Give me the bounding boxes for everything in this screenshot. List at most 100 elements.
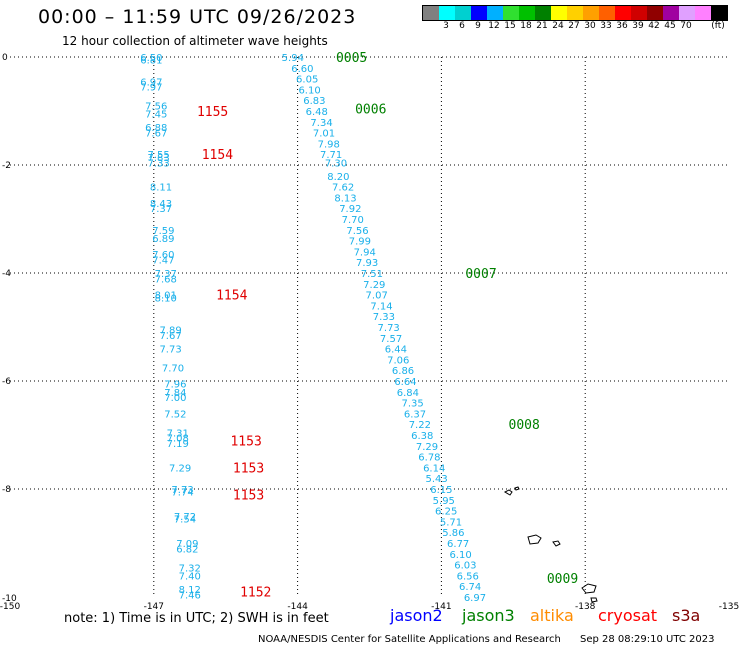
swh-value: 7.56: [346, 226, 368, 237]
swh-value: 6.74: [459, 582, 481, 593]
swh-value: 8.01: [155, 291, 177, 302]
colorbar-swatch: [647, 6, 663, 20]
swh-value: 6.44: [385, 345, 407, 356]
colorbar-swatch: [679, 6, 695, 20]
swh-value: 7.30: [325, 158, 347, 169]
footer-timestamp: Sep 28 08:29:10 UTC 2023: [580, 634, 715, 645]
pass-label: 1153: [230, 434, 261, 449]
map-title: 00:00 – 11:59 UTC 09/26/2023: [38, 6, 357, 28]
swh-value: 7.22: [409, 420, 431, 431]
swh-value: 7.60: [152, 250, 174, 261]
colorbar-labels: 3 6 9 12 15 18 21 24 27 30 33 36 39 42 45 70 (ft): [0, 21, 740, 35]
swh-value: 7.73: [378, 323, 400, 334]
swh-value: 7.01: [313, 129, 335, 140]
swh-value: 7.33: [147, 158, 169, 169]
swh-value: 7.37: [150, 204, 172, 215]
swh-value: 6.97: [464, 593, 486, 604]
pass-label: 0006: [355, 102, 386, 117]
colorbar-label: (ft): [711, 21, 725, 31]
swh-value: 7.14: [370, 301, 392, 312]
swh-value: 7.34: [310, 118, 332, 129]
swh-value: 7.52: [164, 409, 186, 420]
satellite-legend-altika: altika: [530, 606, 574, 625]
colorbar-swatch: [583, 6, 599, 20]
swh-value: 7.29: [169, 463, 191, 474]
swh-value: 6.77: [447, 539, 469, 550]
swh-value: 6.05: [296, 75, 318, 86]
y-tick-label: -8: [2, 485, 11, 495]
swh-value: 6.25: [435, 507, 457, 518]
swh-value: 7.29: [363, 280, 385, 291]
satellite-legend-cryosat: cryosat: [598, 606, 658, 625]
island-outline: [503, 489, 513, 496]
y-tick-label: -10: [2, 594, 17, 604]
x-tick-label: -135: [719, 602, 739, 612]
swh-value: 6.48: [306, 107, 328, 118]
colorbar-label: 3: [443, 21, 449, 31]
colorbar-label: 24: [552, 21, 564, 31]
swh-value: 7.32: [179, 563, 201, 574]
y-tick-label: -4: [2, 269, 11, 279]
map-subtitle: 12 hour collection of altimeter wave hei…: [62, 34, 328, 48]
swh-value: 7.73: [159, 345, 181, 356]
swh-value: 7.84: [164, 388, 186, 399]
pass-label: 1154: [216, 289, 247, 304]
x-tick-label: -138: [575, 602, 596, 612]
satellite-legend-jason2: jason2: [390, 606, 443, 625]
swh-value: 7.98: [318, 139, 340, 150]
swh-value: 5.86: [442, 528, 464, 539]
footer-source: NOAA/NESDIS Center for Satellite Applica…: [258, 634, 561, 645]
colorbar-swatch: [695, 6, 711, 20]
swh-value: 6.10: [449, 550, 471, 561]
swh-value: 7.83: [147, 153, 169, 164]
colorbar-swatch: [711, 6, 727, 20]
swh-value: 6.56: [457, 571, 479, 582]
y-tick-label: -2: [2, 161, 11, 171]
swh-value: 7.54: [174, 515, 196, 526]
swh-value: 7.97: [140, 83, 162, 94]
pass-label: 0005: [336, 51, 367, 66]
swh-value: 7.68: [155, 274, 177, 285]
colorbar-label: 70: [680, 21, 692, 31]
swh-value: 7.56: [145, 102, 167, 113]
colorbar-label: 30: [584, 21, 596, 31]
colorbar-swatch: [551, 6, 567, 20]
swh-value: 7.09: [176, 539, 198, 550]
pass-label: 1152: [240, 586, 271, 601]
colorbar-label: 45: [664, 21, 676, 31]
colorbar-label: 39: [632, 21, 644, 31]
satellite-legend-s3a: s3a: [672, 606, 701, 625]
swh-value: 6.83: [303, 96, 325, 107]
swh-value: 6.64: [394, 377, 416, 388]
swh-value: 7.40: [179, 571, 201, 582]
swh-value: 6.60: [291, 64, 313, 75]
swh-value: 8.10: [155, 293, 177, 304]
swh-value: 6.78: [418, 453, 440, 464]
swh-value: 7.37: [155, 269, 177, 280]
colorbar-label: 21: [536, 21, 548, 31]
island-outline: [590, 597, 598, 603]
swh-value: 6.38: [411, 431, 433, 442]
swh-value: 8.13: [334, 193, 356, 204]
x-tick-label: -144: [287, 602, 308, 612]
colorbar-label: 9: [475, 21, 481, 31]
swh-value: 6.89: [152, 234, 174, 245]
colorbar-swatch: [519, 6, 535, 20]
swh-value: 7.71: [320, 150, 342, 161]
swh-value: 7.62: [332, 183, 354, 194]
colorbar-label: 42: [648, 21, 660, 31]
colorbar-swatch: [471, 6, 487, 20]
swh-value: 8.43: [150, 199, 172, 210]
swh-value: 6.15: [430, 485, 452, 496]
swh-value: 7.33: [373, 312, 395, 323]
swh-value: 7.96: [164, 380, 186, 391]
swh-value: 7.47: [152, 256, 174, 267]
pass-label: 0007: [465, 267, 496, 282]
pass-label: 1155: [197, 105, 228, 120]
swh-value: 7.19: [167, 439, 189, 450]
colorbar-swatch: [567, 6, 583, 20]
legend-note: note: 1) Time is in UTC; 2) SWH is in fe…: [64, 611, 329, 626]
satellite-legend-jason3: jason3: [462, 606, 515, 625]
colorbar-swatch: [487, 6, 503, 20]
